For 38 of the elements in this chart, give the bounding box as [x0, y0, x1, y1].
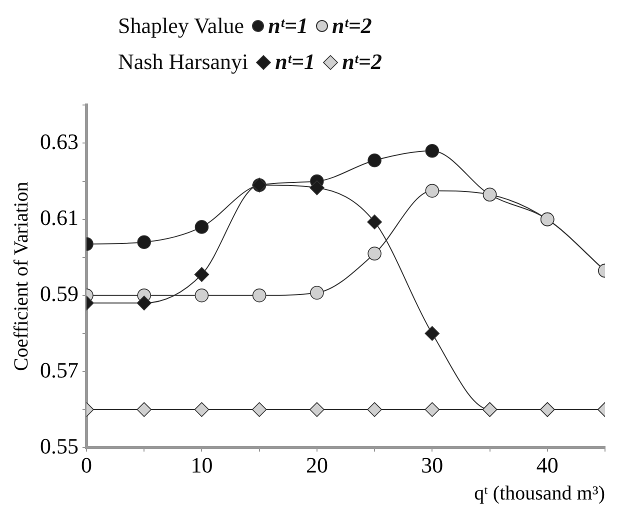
- y-tick-label: 0.57: [40, 357, 78, 382]
- point: [310, 402, 324, 417]
- x-axis-title: qᵗ (thousand m³): [474, 482, 605, 504]
- point: [194, 402, 210, 417]
- y-tick-label: 0.61: [40, 205, 78, 230]
- point: [367, 402, 382, 417]
- text: Shapley Value: [118, 13, 244, 39]
- x-tick-label: 30: [421, 452, 444, 478]
- x-tick-label: 40: [536, 452, 558, 478]
- y-tick-label: 0.55: [40, 433, 78, 458]
- point: [194, 267, 210, 282]
- point: [368, 246, 382, 260]
- point: [252, 288, 266, 302]
- legend-label: nᵗ=1: [268, 13, 308, 39]
- point: [252, 402, 267, 417]
- y-tick-label: 0.59: [40, 281, 78, 306]
- point: [367, 214, 382, 230]
- y-axis-title: Coefficient of Variation: [10, 182, 32, 372]
- point: [194, 288, 209, 302]
- x-tick-label: 10: [190, 452, 213, 478]
- point: [424, 402, 440, 417]
- text: Nash Harsanyi: [118, 49, 248, 75]
- point: [310, 286, 324, 300]
- point: [368, 153, 382, 168]
- point: [136, 296, 152, 310]
- point: [424, 326, 440, 341]
- x-tick-label: 20: [306, 452, 328, 478]
- legend-label: nᵗ=2: [342, 49, 382, 75]
- y-tick-label: 0.63: [40, 129, 78, 154]
- point: [310, 180, 324, 196]
- point: [137, 235, 152, 250]
- point: [425, 184, 440, 198]
- point: [136, 402, 152, 417]
- point: [194, 220, 209, 234]
- x-tick-label: 0: [81, 452, 92, 478]
- point: [425, 144, 440, 158]
- legend-label: nᵗ=1: [275, 49, 316, 75]
- legend-label: nᵗ=2: [332, 13, 372, 39]
